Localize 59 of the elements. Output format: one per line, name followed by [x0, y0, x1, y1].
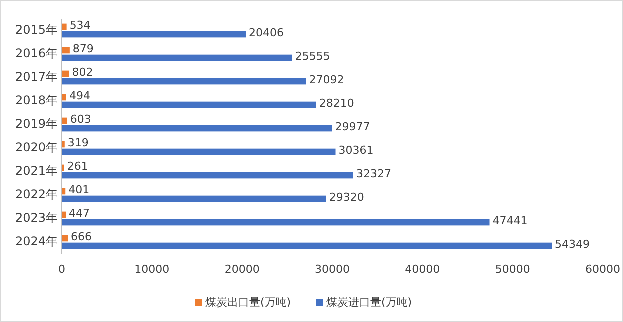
y-tick-label: 2024年 [15, 234, 58, 249]
y-tick-label: 2022年 [15, 188, 58, 202]
bar [62, 78, 306, 85]
bar [62, 219, 490, 226]
x-tick-label: 20000 [224, 263, 260, 276]
煤炭出口量(万吨): 534 879 802 494 603 319 261 401 447 666 [62, 19, 94, 244]
data-label: 54349 [555, 238, 590, 252]
bar [62, 118, 68, 124]
x-tick-label: 40000 [405, 263, 440, 276]
x-tick-label: 10000 [134, 263, 170, 276]
data-label: 29977 [335, 120, 370, 134]
data-label: 20406 [248, 26, 284, 40]
data-label: 447 [69, 206, 90, 220]
bar [62, 196, 326, 202]
y-tick-label: 2019年 [15, 117, 58, 132]
data-label: 879 [72, 42, 94, 56]
data-label: 666 [71, 230, 92, 244]
data-label: 30361 [338, 144, 374, 158]
legend-label: 煤炭出口量(万吨) [206, 296, 292, 310]
bar [62, 54, 292, 62]
data-label: 29320 [329, 191, 364, 204]
bar [62, 235, 68, 242]
data-label: 319 [68, 136, 89, 150]
x-tick-label: 60000 [586, 263, 620, 276]
bar [62, 94, 66, 101]
bar [62, 31, 246, 38]
bar [62, 24, 67, 30]
data-label: 494 [69, 89, 90, 103]
bar [62, 102, 316, 108]
bar [62, 70, 70, 78]
bar [62, 188, 66, 195]
y-tick-label: 2017年 [15, 70, 58, 84]
bar [62, 141, 65, 148]
data-label: 401 [68, 183, 90, 197]
x-tick-label: 30000 [315, 263, 350, 276]
data-label: 32327 [356, 168, 392, 181]
y-tick-label: 2018年 [15, 94, 58, 108]
data-label: 802 [72, 66, 94, 80]
y-tick-label: 2020年 [15, 140, 58, 155]
bar [62, 125, 332, 132]
bar [62, 148, 336, 156]
data-label: 603 [70, 112, 92, 126]
x-tick-label: 50000 [495, 263, 530, 276]
data-label: 28210 [319, 97, 354, 110]
y-tick-label: 2021年 [15, 164, 58, 178]
data-label: 47441 [492, 214, 528, 228]
data-label: 25555 [295, 50, 330, 64]
legend-label: 煤炭进口量(万吨) [326, 296, 412, 310]
data-label: 27092 [309, 74, 344, 87]
data-label: 261 [67, 160, 88, 174]
bar [62, 172, 354, 179]
y-tick-label: 2023年 [15, 211, 58, 226]
bar [62, 242, 552, 250]
data-label: 534 [70, 18, 91, 32]
bar [62, 212, 66, 218]
bar [62, 47, 70, 54]
y-tick-label: 2016年 [15, 46, 58, 61]
y-tick-label: 2015年 [15, 23, 58, 38]
x-tick-label: 0 [58, 263, 66, 276]
